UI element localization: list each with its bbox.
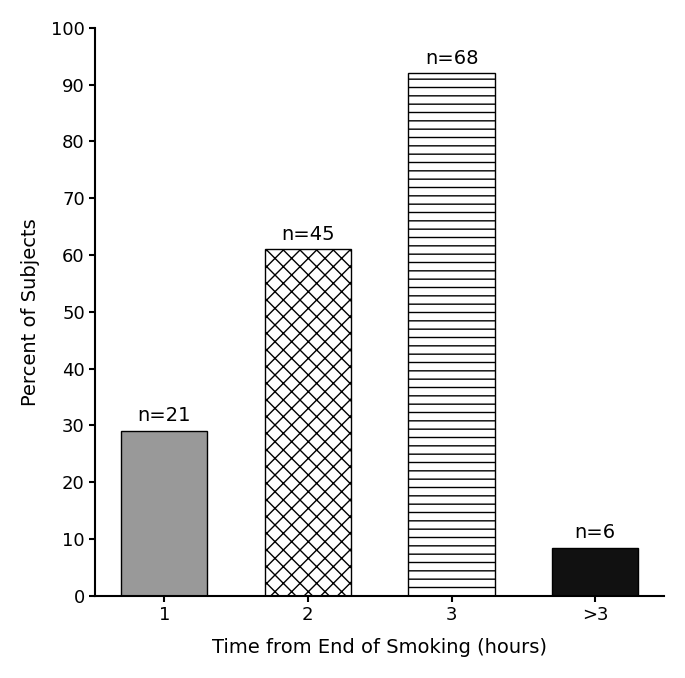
Text: n=6: n=6 (575, 523, 616, 542)
Text: n=45: n=45 (281, 224, 335, 243)
Text: n=68: n=68 (425, 49, 478, 68)
Text: n=21: n=21 (138, 406, 191, 426)
Bar (552, 548, 638, 596)
X-axis label: Time from End of Smoking (hours): Time from End of Smoking (hours) (212, 638, 547, 657)
Bar (408, 73, 495, 596)
Bar (265, 250, 351, 596)
Bar (121, 431, 208, 596)
Y-axis label: Percent of Subjects: Percent of Subjects (21, 218, 40, 405)
